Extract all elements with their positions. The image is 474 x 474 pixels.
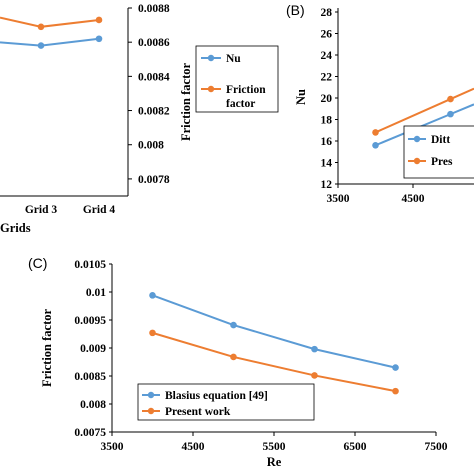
panel-b-legend-marker-1: [413, 135, 421, 143]
panel-a-y2-tick-3: 0.0082: [138, 106, 170, 118]
panel-b-legend-box: [403, 125, 474, 179]
panel-c-series-0-point-0: [149, 292, 156, 299]
panel-a-legend-box: [195, 45, 279, 113]
panel-a-legend-marker-ff: [207, 85, 215, 93]
panel-a-series-1-point-0: [37, 23, 45, 31]
panel-a-x-tick-grid3: Grid 3: [25, 204, 58, 216]
panel-c-x-tick-1: 4500: [182, 441, 205, 453]
panel-c-x-tick-4: 7500: [425, 441, 448, 453]
panel-b-series-1-point-0: [372, 129, 379, 136]
panel-b-legend-label-1: Ditt: [431, 134, 450, 146]
panel-c-y-tick-6: 0.0075: [74, 427, 106, 439]
panel-c-series-0-point-1: [230, 321, 237, 329]
panel-c-legend-box: [137, 383, 315, 421]
panel-b-series-1-point-1: [447, 95, 454, 103]
panel-a-y2-tick-0: 0.0088: [138, 3, 170, 15]
panel-a-legend-marker-nu: [207, 54, 215, 62]
panel-b-y-tick-7: 14: [321, 158, 333, 170]
panel-b-ylabel: Nu: [294, 89, 308, 105]
panel-c-series-0-line: [152, 294, 396, 369]
panel-c-legend-label-present: Present work: [165, 406, 231, 418]
panel-c-x-tick-3: 6500: [344, 441, 367, 453]
panel-b-x-tick-1: 4500: [402, 193, 425, 205]
panel-a-series-1-line: [0, 16, 100, 28]
panel-c-series-1-line: [152, 331, 396, 393]
panel-b-y-tick-2: 24: [321, 50, 333, 62]
panel-c: (C) 0.0105 0.01 0.0095 0.009 0.0085 0.008 0.00…: [28, 255, 448, 469]
panel-b-series-0-point-0: [372, 142, 379, 149]
panel-a-legend-label-ff-2: factor: [226, 98, 255, 110]
panel-c-y-tick-4: 0.0085: [74, 371, 106, 383]
panel-b-y-tick-3: 22: [321, 72, 333, 84]
panel-c-legend-label-blasius: Blasius equation [49]: [165, 390, 268, 402]
panel-b-legend-label-2: Pres: [431, 156, 453, 168]
panel-b-y-tick-4: 20: [321, 93, 333, 105]
panel-a-legend-label-ff-1: Friction: [226, 84, 266, 96]
panel-a: 0.0088 0.0086 0.0084 0.0082 0.008 0.0078 Fric…: [0, 3, 279, 235]
panel-c-series-1-point-3: [392, 387, 399, 395]
panel-c-y-tick-1: 0.01: [86, 287, 106, 299]
panel-b-y-tick-1: 26: [321, 29, 333, 41]
panel-c-label: (C): [28, 255, 47, 271]
panel-c-y-tick-5: 0.008: [80, 399, 106, 411]
panel-c-series-1-point-2: [311, 372, 318, 379]
panel-b-legend-marker-2: [413, 157, 421, 165]
panel-a-ylabel-right: Friction factor: [179, 63, 193, 142]
panel-c-y-tick-2: 0.0095: [74, 315, 106, 327]
panel-a-xlabel: Grids: [0, 221, 31, 235]
panel-c-series-0-point-2: [311, 345, 318, 353]
panel-a-y2-tick-4: 0.008: [138, 140, 164, 152]
panel-a-series-0-point-0: [37, 42, 45, 49]
panel-b-x-tick-0: 3500: [327, 193, 350, 205]
panel-c-y-tick-0: 0.0105: [74, 259, 106, 271]
panel-c-x-tick-0: 3500: [101, 441, 124, 453]
panel-b-y-tick-5: 18: [321, 115, 333, 127]
panel-b-y-tick-0: 28: [321, 7, 333, 19]
panel-a-y2-tick-5: 0.0078: [138, 174, 170, 186]
panel-c-ylabel: Friction factor: [40, 309, 54, 388]
panel-b-label: (B): [286, 2, 305, 18]
panel-c-xlabel: Re: [267, 455, 282, 469]
panel-b-y-tick-8: 12: [321, 179, 333, 191]
panel-a-legend-label-nu: Nu: [226, 53, 241, 65]
panel-a-series-0-line: [0, 37, 100, 47]
panel-c-y-tick-3: 0.009: [80, 343, 106, 355]
panel-a-y2-tick-1: 0.0086: [138, 37, 170, 49]
panel-a-series-0-point-1: [95, 35, 103, 43]
panel-c-series-1-point-1: [230, 353, 237, 361]
panel-c-x-tick-2: 5500: [263, 441, 286, 453]
panel-c-legend-marker-present: [147, 407, 155, 415]
panel-a-x-tick-grid4: Grid 4: [83, 204, 116, 216]
panel-b-series-0-point-1: [447, 110, 454, 118]
panel-b-y-tick-6: 16: [321, 136, 333, 148]
panel-c-legend-marker-blasius: [147, 391, 155, 399]
panel-a-y2-tick-2: 0.0084: [138, 71, 170, 83]
panel-c-series-0-point-3: [392, 364, 399, 371]
panel-a-series-1-point-1: [95, 16, 103, 24]
panel-c-series-1-point-0: [149, 329, 156, 337]
